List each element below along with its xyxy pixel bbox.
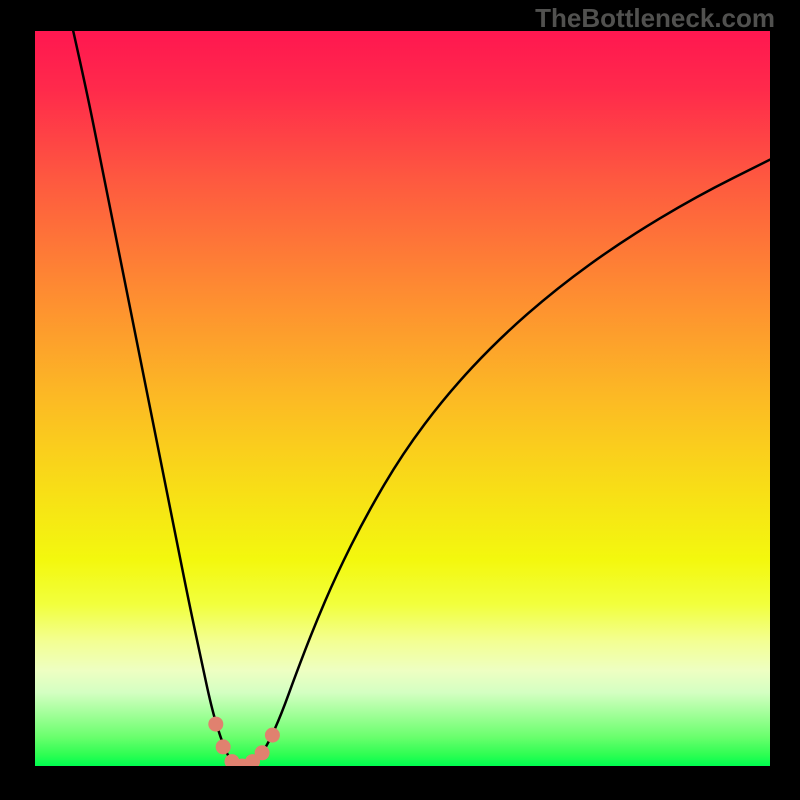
bottleneck-curve-right xyxy=(242,160,770,766)
bottleneck-marker xyxy=(265,728,280,743)
bottleneck-marker xyxy=(255,745,270,760)
plot-area xyxy=(35,31,770,766)
bottleneck-marker xyxy=(216,739,231,754)
bottleneck-marker xyxy=(208,717,223,732)
chart-frame: TheBottleneck.com xyxy=(0,0,800,800)
curve-layer xyxy=(35,31,770,766)
bottleneck-curve-left xyxy=(73,31,242,766)
watermark-text: TheBottleneck.com xyxy=(535,3,775,34)
